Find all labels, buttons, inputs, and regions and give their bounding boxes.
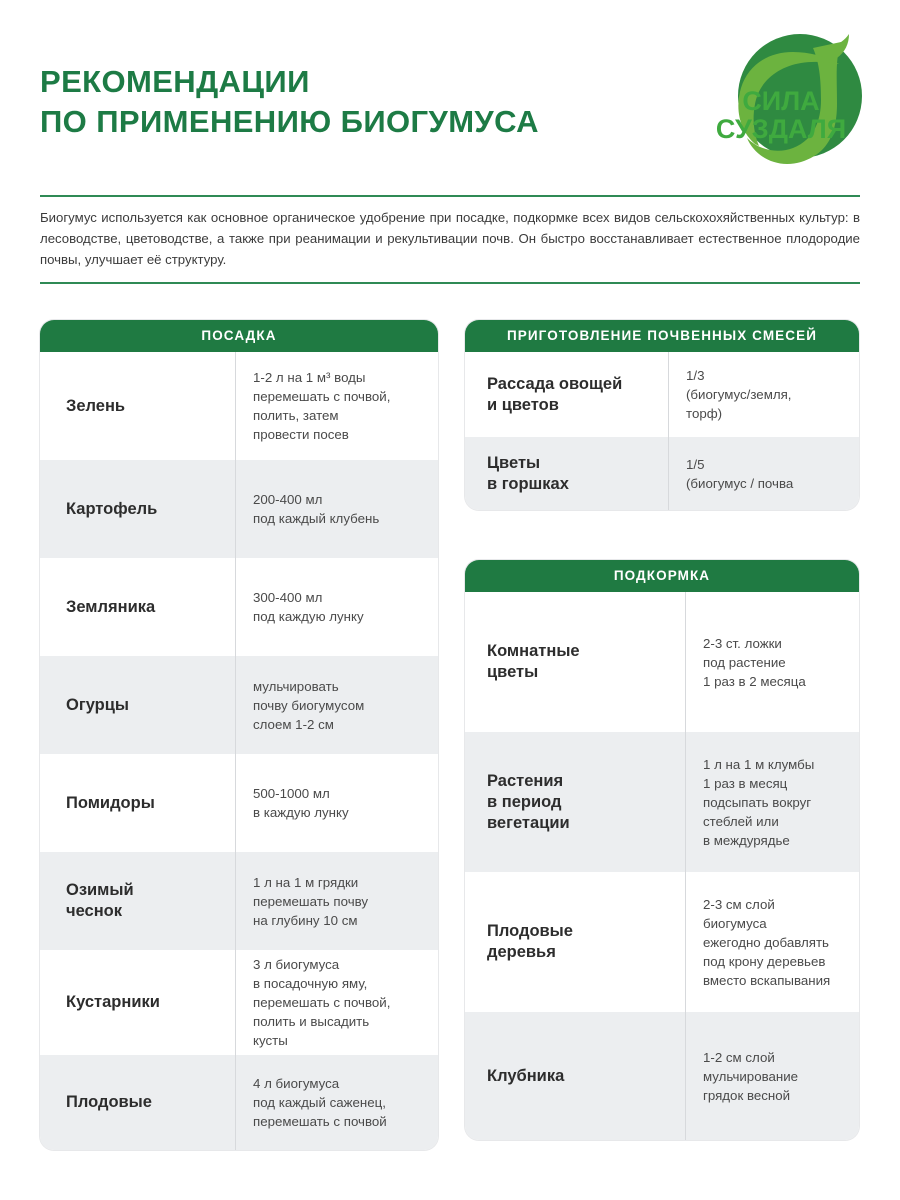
- row-dosage-value: 300-400 мл под каждую лунку: [235, 558, 438, 656]
- logo-text-line-2: СУЗДАЛЯ: [716, 114, 846, 144]
- row-dosage-value: 1/5 (биогумус / почва: [668, 437, 859, 510]
- row-dosage-value: 500-1000 мл в каждую лунку: [235, 754, 438, 852]
- row-crop-name: Земляника: [66, 597, 156, 616]
- divider-bottom: [40, 282, 860, 284]
- row-crop-name: Озимый чеснок: [66, 881, 134, 920]
- table-row: Помидоры 500-1000 мл в каждую лунку: [40, 754, 438, 852]
- row-crop-name: Цветы в горшках: [487, 453, 569, 493]
- card-planting: ПОСАДКА Зелень 1-2 л на 1 м³ воды перемеш…: [40, 320, 438, 1150]
- table-row: Плодовые 4 л биогумуса под каждый саженец…: [40, 1055, 438, 1150]
- card-soil-mixtures: ПРИГОТОВЛЕНИЕ ПОЧВЕННЫХ СМЕСЕЙ Рассада о…: [465, 320, 859, 510]
- table-row: Озимый чеснок 1 л на 1 м грядки перемешат…: [40, 852, 438, 950]
- table-row: Растения в период вегетации 1 л на 1 м кл…: [465, 732, 859, 872]
- divider-top: [40, 195, 860, 197]
- page-title-line-2: ПО ПРИМЕНЕНИЮ БИОГУМУСА: [40, 104, 539, 139]
- row-dosage-value: 3 л биогумуса в посадочную яму, перемеша…: [235, 950, 438, 1055]
- card-soil-mixtures-rows: Рассада овощей и цветов 1/3 (биогумус/зем…: [465, 352, 859, 510]
- table-row: Комнатные цветы 2-3 ст. ложки под растени…: [465, 592, 859, 732]
- row-dosage-value: 1 л на 1 м грядки перемешать почву на гл…: [235, 852, 438, 950]
- sila-suzdalya-logo: СИЛА СУЗДАЛЯ: [715, 26, 880, 181]
- logo-text-line-1: СИЛА: [742, 86, 819, 116]
- row-dosage-value: мульчировать почву биогумусом слоем 1-2 …: [235, 656, 438, 754]
- row-crop-name: Растения в период вегетации: [487, 771, 570, 832]
- table-row: Картофель 200-400 мл под каждый клубень: [40, 460, 438, 558]
- page-title: РЕКОМЕНДАЦИИ ПО ПРИМЕНЕНИЮ БИОГУМУСА: [40, 62, 539, 142]
- card-planting-title: ПОСАДКА: [40, 320, 438, 352]
- table-row: Земляника 300-400 мл под каждую лунку: [40, 558, 438, 656]
- row-crop-name: Комнатные цветы: [487, 642, 580, 681]
- row-crop-name: Огурцы: [66, 695, 129, 714]
- table-row: Зелень 1-2 л на 1 м³ воды перемешать с по…: [40, 352, 438, 460]
- table-row: Плодовые деревья 2-3 см слой биогумуса еж…: [465, 872, 859, 1012]
- row-crop-name: Плодовые деревья: [487, 922, 573, 961]
- table-row: Рассада овощей и цветов 1/3 (биогумус/зем…: [465, 352, 859, 437]
- row-dosage-value: 4 л биогумуса под каждый саженец, переме…: [235, 1055, 438, 1150]
- table-row: Кустарники 3 л биогумуса в посадочную яму…: [40, 950, 438, 1055]
- row-crop-name: Рассада овощей и цветов: [487, 374, 623, 414]
- page-title-line-1: РЕКОМЕНДАЦИИ: [40, 64, 310, 99]
- row-dosage-value: 1 л на 1 м клумбы 1 раз в месяц подсыпат…: [685, 732, 859, 872]
- card-feeding-rows: Комнатные цветы 2-3 ст. ложки под растени…: [465, 592, 859, 1140]
- card-feeding: ПОДКОРМКА Комнатные цветы 2-3 ст. ложки п…: [465, 560, 859, 1140]
- card-feeding-title: ПОДКОРМКА: [465, 560, 859, 592]
- row-crop-name: Кустарники: [66, 993, 160, 1011]
- table-row: Огурцы мульчировать почву биогумусом слое…: [40, 656, 438, 754]
- row-dosage-value: 1/3 (биогумус/земля, торф): [668, 352, 859, 437]
- row-dosage-value: 200-400 мл под каждый клубень: [235, 460, 438, 558]
- row-dosage-value: 2-3 ст. ложки под растение 1 раз в 2 мес…: [685, 592, 859, 732]
- card-soil-mixtures-title: ПРИГОТОВЛЕНИЕ ПОЧВЕННЫХ СМЕСЕЙ: [465, 320, 859, 352]
- row-crop-name: Клубника: [487, 1066, 565, 1085]
- table-row: Клубника 1-2 см слой мульчирование грядок…: [465, 1012, 859, 1140]
- row-crop-name: Плодовые: [66, 1093, 152, 1111]
- row-dosage-value: 1-2 л на 1 м³ воды перемешать с почвой, …: [235, 352, 438, 460]
- row-crop-name: Картофель: [66, 499, 158, 518]
- row-crop-name: Зелень: [66, 396, 126, 415]
- card-planting-rows: Зелень 1-2 л на 1 м³ воды перемешать с по…: [40, 352, 438, 1150]
- row-dosage-value: 1-2 см слой мульчирование грядок весной: [685, 1012, 859, 1140]
- row-crop-name: Помидоры: [66, 793, 155, 812]
- intro-paragraph: Биогумус используется как основное орган…: [40, 210, 860, 267]
- page-header: РЕКОМЕНДАЦИИ ПО ПРИМЕНЕНИЮ БИОГУМУСА СИЛ…: [0, 0, 900, 190]
- row-dosage-value: 2-3 см слой биогумуса ежегодно добавлять…: [685, 872, 859, 1012]
- table-row: Цветы в горшках 1/5 (биогумус / почва: [465, 437, 859, 510]
